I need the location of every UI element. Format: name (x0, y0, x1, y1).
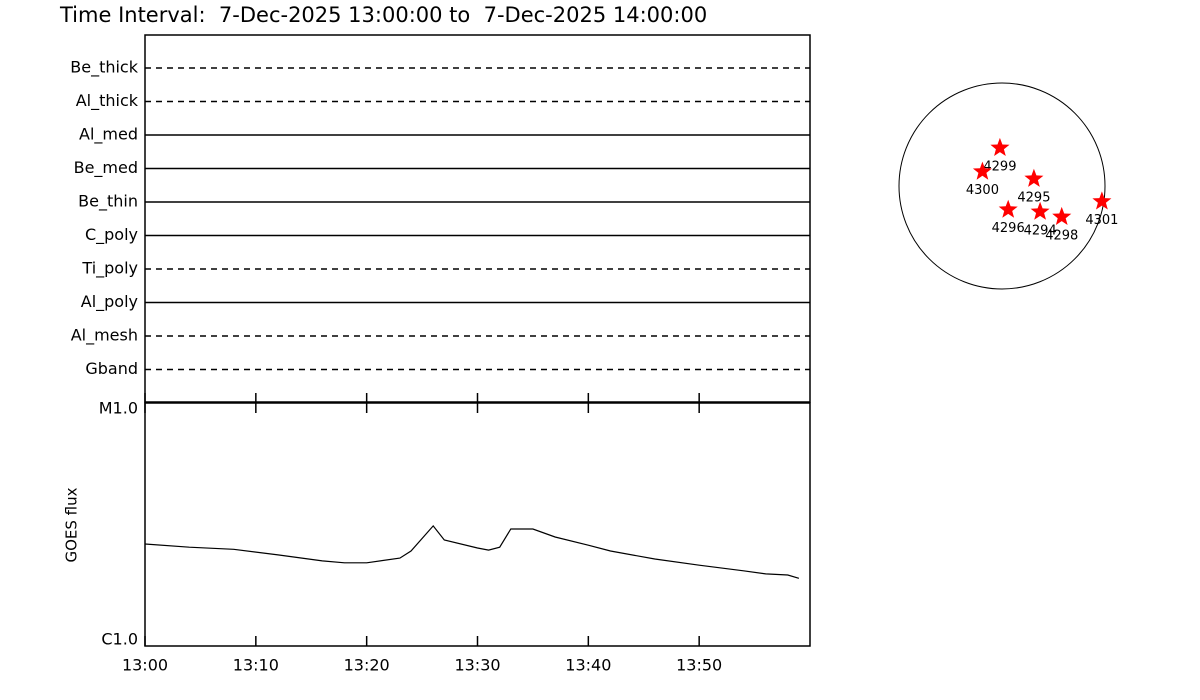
active-region-label: 4301 (1085, 213, 1118, 228)
active-region-star (972, 161, 992, 180)
y-tick-label: M1.0 (99, 399, 138, 418)
chart-title: Time Interval: 7-Dec-2025 13:00:00 to 7-… (59, 3, 707, 27)
active-region-star (1024, 168, 1044, 187)
x-tick-label: 13:00 (122, 656, 168, 675)
active-region-label: 4294 (1024, 223, 1057, 238)
filter-label: Be_thick (70, 58, 138, 78)
filter-label: Gband (85, 359, 138, 378)
active-region-label: 4296 (992, 221, 1025, 236)
y-tick-label: C1.0 (101, 630, 138, 649)
goes-panel-frame (144, 402, 811, 647)
active-region-star (990, 137, 1010, 156)
filter-label: Be_thin (78, 192, 138, 212)
filter-label: C_poly (85, 225, 138, 245)
filter-label: Al_mesh (71, 326, 138, 346)
active-region-star (998, 199, 1018, 218)
active-region-star (1052, 206, 1072, 225)
goes-flux-line (144, 524, 800, 579)
filter-label: Be_med (74, 158, 138, 178)
filter-label: Al_med (79, 125, 138, 145)
active-region-label: 4298 (1045, 228, 1078, 243)
active-region-label: 4299 (983, 159, 1016, 174)
active-region-star (1030, 201, 1050, 220)
x-tick-label: 13:20 (344, 656, 390, 675)
filter-label: Al_thick (76, 91, 139, 111)
y-axis-label: GOES flux (63, 487, 81, 562)
x-tick-label: 13:10 (233, 656, 279, 675)
filter-label: Ti_poly (81, 259, 138, 279)
active-region-label: 4300 (966, 183, 999, 198)
solar-disk (898, 82, 1106, 290)
filter-label: Al_poly (81, 292, 138, 312)
active-region-label: 4295 (1017, 190, 1050, 205)
x-tick-label: 13:40 (565, 656, 611, 675)
active-region-star (1092, 191, 1112, 210)
x-tick-label: 13:50 (676, 656, 722, 675)
x-tick-label: 13:30 (454, 656, 500, 675)
top-panel-frame (144, 34, 811, 403)
